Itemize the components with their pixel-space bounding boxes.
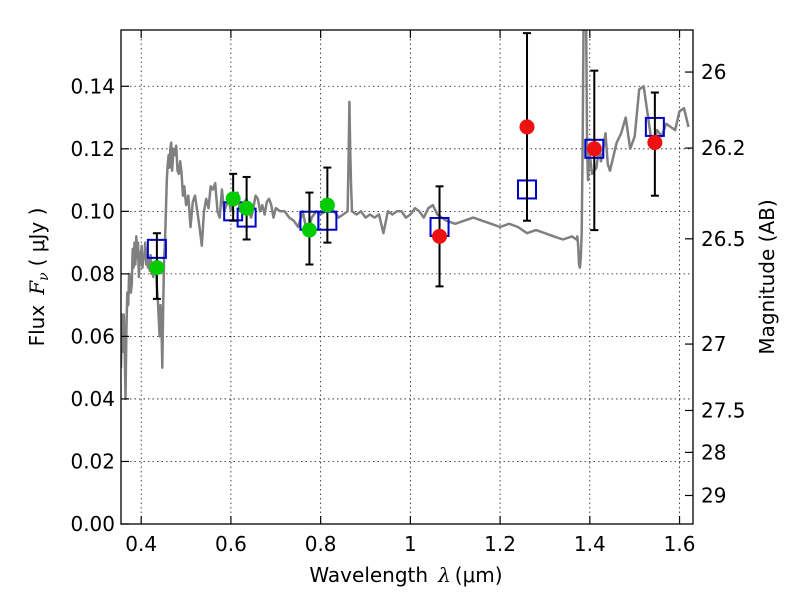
y-tick-label: 0.08 <box>70 262 115 286</box>
acs-point <box>301 222 317 238</box>
acs-point <box>225 191 241 207</box>
wfc3-point <box>432 228 448 244</box>
y-tick-label: 0.14 <box>70 74 115 98</box>
y2-tick-label: 28 <box>701 440 726 464</box>
y-tick-label: 0.02 <box>70 449 115 473</box>
x-tick-label: 0.8 <box>305 532 337 556</box>
x-tick-label: 0.6 <box>215 532 247 556</box>
wfc3-point <box>519 119 535 135</box>
plot-area <box>121 30 690 401</box>
acs-point <box>319 197 335 213</box>
y2-tick-label: 27 <box>701 332 726 356</box>
acs-point <box>149 260 165 276</box>
y-tick-label: 0.00 <box>70 512 115 536</box>
acs-point <box>239 200 255 216</box>
plot-frame <box>120 29 694 525</box>
y2-tick-label: 26.2 <box>701 136 746 160</box>
axis-ticks <box>121 30 693 525</box>
y-tick-label: 0.04 <box>70 387 115 411</box>
wfc3-point <box>586 141 602 157</box>
x-tick-label: 1 <box>404 532 417 556</box>
y2-tick-label: 27.5 <box>701 398 746 422</box>
model-flux-boxes <box>146 116 665 259</box>
x-tick-label: 1.2 <box>484 532 516 556</box>
observed-points <box>149 119 663 276</box>
y2-tick-label: 29 <box>701 483 726 507</box>
y-axis-title: FluxFν( μJy ) <box>25 208 52 347</box>
sed-model-line <box>121 30 690 401</box>
y2-tick-label: 26.5 <box>701 227 746 251</box>
y-tick-label: 0.06 <box>70 324 115 348</box>
x-tick-label: 1.4 <box>574 532 606 556</box>
tick-labels: 0.4 0.6 0.8 1 1.2 1.4 1.6 0.00 0.02 0.04 0.06 0.08 0… <box>70 60 745 556</box>
grid <box>121 30 693 525</box>
y2-axis-title: Magnitude (AB) <box>755 199 779 354</box>
y2-tick-label: 26 <box>701 60 726 84</box>
x-axis-title: Wavelength λ (μm) <box>309 563 502 587</box>
y-tick-label: 0.10 <box>70 199 115 223</box>
wfc3-point <box>647 135 663 151</box>
y-tick-label: 0.12 <box>70 137 115 161</box>
x-tick-label: 0.4 <box>125 532 157 556</box>
x-tick-label: 1.6 <box>664 532 696 556</box>
